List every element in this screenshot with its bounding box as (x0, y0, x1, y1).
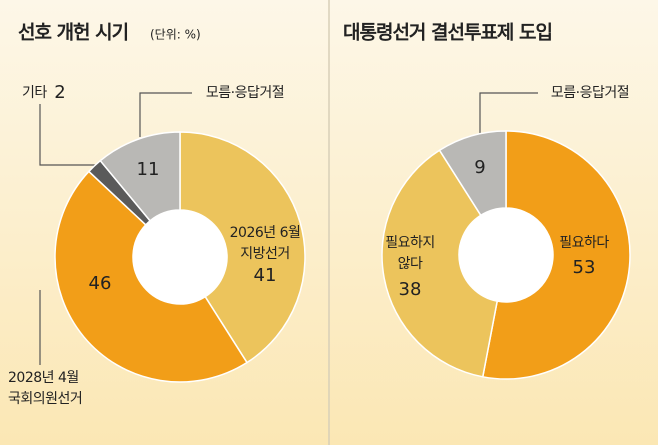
slice-label: 모름·응답거절 (551, 85, 629, 101)
slice-label: 모름·응답거절 (206, 85, 284, 101)
slice-label: 기타 (22, 85, 47, 101)
chart-title: 선호 개헌 시기 (18, 22, 128, 44)
value-label: 38 (399, 279, 422, 300)
donut-hole (459, 208, 553, 302)
value-label: 11 (137, 159, 160, 180)
leader-line (39, 104, 95, 166)
slice-label: 국회의원선거 (8, 391, 82, 407)
leader-line (479, 92, 538, 152)
slice-label: 않다 (398, 256, 423, 272)
slice-label: 2028년 4월 (8, 370, 79, 386)
value-label: 9 (474, 157, 485, 178)
value-label: 53 (573, 257, 596, 278)
donut-hole (133, 210, 227, 304)
slice-label: 필요하지 (385, 235, 435, 251)
slice-label: 지방선거 (240, 246, 290, 262)
value-label: 41 (254, 265, 277, 286)
slice-label: 필요하다 (559, 235, 609, 251)
value-label: 46 (89, 273, 112, 294)
value-label: 2 (54, 82, 65, 103)
chart-subtitle: (단위: %) (150, 28, 201, 42)
slice-label: 2026년 6월 (230, 225, 301, 241)
leader-line (139, 92, 192, 137)
chart-title: 대통령선거 결선투표제 도입 (343, 22, 552, 44)
